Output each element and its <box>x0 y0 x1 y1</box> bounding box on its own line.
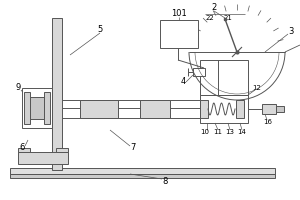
Text: 11: 11 <box>214 129 223 135</box>
Bar <box>236 100 244 118</box>
Text: 22: 22 <box>206 15 214 21</box>
Bar <box>24 92 30 124</box>
Text: 16: 16 <box>263 119 272 125</box>
Bar <box>52 18 62 170</box>
Text: 7: 7 <box>130 144 136 152</box>
Bar <box>30 97 44 119</box>
Text: 21: 21 <box>224 15 232 21</box>
Bar <box>200 60 248 95</box>
Bar <box>56 148 68 152</box>
Bar <box>200 95 248 123</box>
Bar <box>80 100 118 118</box>
Bar <box>18 148 30 152</box>
Bar <box>276 106 284 112</box>
Text: 6: 6 <box>19 144 25 152</box>
Bar <box>10 174 275 178</box>
Bar <box>10 168 275 174</box>
Text: 12: 12 <box>253 85 261 91</box>
Bar <box>200 100 208 118</box>
Bar <box>140 100 170 118</box>
Text: 3: 3 <box>288 27 294 36</box>
Bar <box>18 152 68 164</box>
Bar <box>22 88 52 128</box>
Text: 14: 14 <box>238 129 246 135</box>
Bar <box>160 20 198 48</box>
Text: 2: 2 <box>212 3 217 12</box>
Bar <box>193 68 205 76</box>
Text: 13: 13 <box>226 129 235 135</box>
Text: 4: 4 <box>180 77 186 86</box>
Bar <box>44 92 50 124</box>
Text: 101: 101 <box>171 9 187 19</box>
Text: 10: 10 <box>200 129 209 135</box>
Text: 8: 8 <box>162 176 168 186</box>
Bar <box>262 104 276 114</box>
Text: 9: 9 <box>15 84 21 92</box>
Text: 5: 5 <box>98 25 103 34</box>
